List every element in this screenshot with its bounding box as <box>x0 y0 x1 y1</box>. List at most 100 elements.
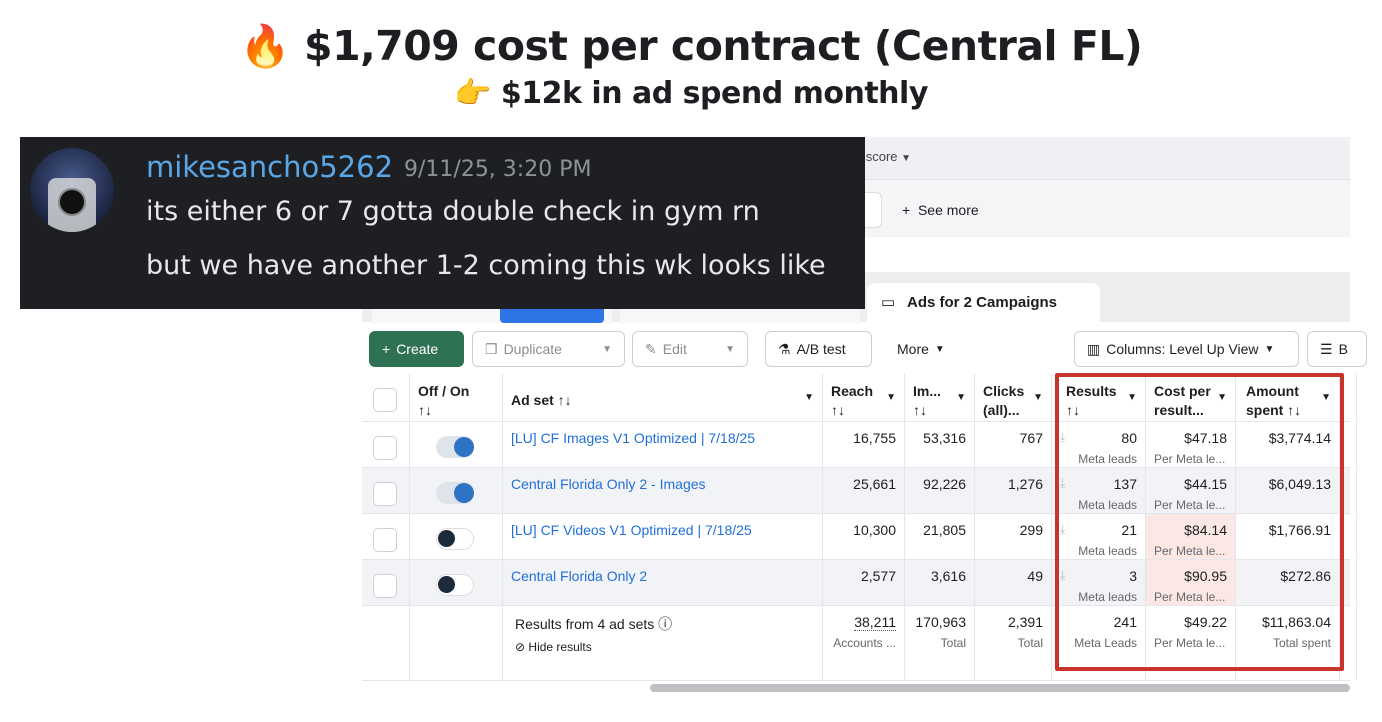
chevron-down-icon[interactable]: ▼ <box>1321 392 1331 403</box>
more-label: More <box>897 341 929 357</box>
impressions-cell: 21,805 <box>905 514 975 559</box>
impressions-value: 3,616 <box>930 568 966 584</box>
sort-icon: ↑↓ <box>913 402 927 418</box>
extra-cell <box>1340 514 1357 559</box>
extra-cell <box>1340 422 1357 467</box>
totals-results-cell: 241 Meta Leads <box>1052 606 1146 680</box>
results-sub: Meta leads <box>1078 498 1137 512</box>
totals-reach: 38,211 <box>854 614 896 631</box>
select-all-checkbox[interactable] <box>373 388 397 412</box>
row-checkbox[interactable] <box>373 574 397 598</box>
adset-cell: [LU] CF Videos V1 Optimized | 7/18/25 <box>503 514 823 559</box>
duplicate-icon: ❐ <box>485 340 498 357</box>
username[interactable]: mikesancho5262 <box>146 150 394 184</box>
impressions-cell: 92,226 <box>905 468 975 513</box>
table-row: [LU] CF Videos V1 Optimized | 7/18/25 10,… <box>362 514 1357 560</box>
header-clicks: Clicks (all)... <box>983 383 1025 418</box>
results-cell: ⤓ 80 Meta leads <box>1052 422 1146 467</box>
reach-cell: 2,577 <box>823 560 905 605</box>
see-more-button[interactable]: + See more <box>902 202 979 218</box>
cost-cell: $90.95 Per Meta le... <box>1146 560 1236 605</box>
clicks-value: 299 <box>1019 522 1043 538</box>
results-sub: Meta leads <box>1078 544 1137 558</box>
avatar[interactable] <box>30 148 114 232</box>
adset-link[interactable]: Central Florida Only 2 - Images <box>511 476 706 492</box>
chevron-down-icon[interactable]: ▼ <box>1127 392 1137 403</box>
results-cell: ⤓ 3 Meta leads <box>1052 560 1146 605</box>
toggle-cell <box>410 468 503 513</box>
header-results-cell: Results ↑↓ ▼ <box>1052 374 1146 421</box>
cost-sub: Per Meta le... <box>1154 590 1226 604</box>
header-adset: Ad set ↑↓ <box>511 392 572 408</box>
adset-link[interactable]: [LU] CF Videos V1 Optimized | 7/18/25 <box>511 522 752 538</box>
toggle-cell <box>410 422 503 467</box>
table-row: Central Florida Only 2 2,577 3,616 49 ⤓ 3 Meta… <box>362 560 1357 606</box>
header-adset-cell: Ad set ↑↓ ▼ <box>503 374 823 421</box>
adset-link[interactable]: [LU] CF Images V1 Optimized | 7/18/25 <box>511 430 756 446</box>
columns-label: Columns: Level Up View <box>1106 341 1259 357</box>
row-checkbox[interactable] <box>373 528 397 552</box>
header-impressions: Im... <box>913 383 942 399</box>
amount-value: $272.86 <box>1280 568 1331 584</box>
impressions-cell: 53,316 <box>905 422 975 467</box>
header-cost: Cost per result... <box>1154 383 1211 418</box>
cost-value: $47.18 <box>1184 430 1227 446</box>
totals-reach-sub: Accounts ... <box>833 636 896 650</box>
extra-cell <box>1340 468 1357 513</box>
more-button[interactable]: More ▼ <box>884 331 954 367</box>
sort-icon: ↑↓ <box>831 402 845 418</box>
reach-value: 25,661 <box>853 476 896 492</box>
hide-results-button[interactable]: ⊘ Hide results <box>515 640 814 654</box>
cost-cell: $44.15 Per Meta le... <box>1146 468 1236 513</box>
toggle-switch[interactable] <box>436 436 474 458</box>
impressions-value: 21,805 <box>923 522 966 538</box>
totals-impressions: 170,963 <box>915 614 966 630</box>
chevron-down-icon[interactable]: ▼ <box>1217 392 1227 403</box>
header-extra-cell <box>1340 374 1357 421</box>
see-more-label: See more <box>917 202 979 218</box>
totals-reach-cell: 38,211 Accounts ... <box>823 606 905 680</box>
cost-value: $44.15 <box>1184 476 1227 492</box>
adset-link[interactable]: Central Florida Only 2 <box>511 568 648 584</box>
tab-ads[interactable]: ▭ Ads for 2 Campaigns <box>867 283 1100 323</box>
clicks-cell: 1,276 <box>975 468 1052 513</box>
sort-icon: ↑↓ <box>1066 402 1080 418</box>
chevron-down-icon[interactable]: ▼ <box>956 392 966 403</box>
totals-amount-cell: $11,863.04 Total spent <box>1236 606 1340 680</box>
clicks-value: 49 <box>1027 568 1043 584</box>
impressions-cell: 3,616 <box>905 560 975 605</box>
clicks-cell: 49 <box>975 560 1052 605</box>
checkbox-cell <box>362 514 410 559</box>
download-icon: ⤓ <box>1060 568 1066 582</box>
totals-empty <box>410 606 503 680</box>
cost-sub: Per Meta le... <box>1154 498 1226 512</box>
toggle-switch[interactable] <box>436 528 474 550</box>
chevron-down-icon[interactable]: ▼ <box>886 392 896 403</box>
headline-subtitle: 👉 $12k in ad spend monthly <box>454 76 928 111</box>
duplicate-button[interactable]: ❐ Duplicate ▼ <box>472 331 625 367</box>
header-offon-cell: Off / On ↑↓ <box>410 374 503 421</box>
download-icon: ⤓ <box>1060 430 1066 444</box>
chevron-down-icon: ▼ <box>602 343 612 355</box>
cost-value: $84.14 <box>1184 522 1227 538</box>
results-value: 137 <box>1113 476 1137 492</box>
columns-button[interactable]: ▥ Columns: Level Up View ▼ <box>1074 331 1299 367</box>
chevron-down-icon[interactable]: ▼ <box>1033 392 1043 403</box>
reach-value: 16,755 <box>853 430 896 446</box>
create-button[interactable]: + Create <box>369 331 464 367</box>
row-checkbox[interactable] <box>373 436 397 460</box>
horizontal-scrollbar[interactable] <box>650 684 1350 692</box>
toggle-switch[interactable] <box>436 482 474 504</box>
edit-button[interactable]: ✎ Edit ▼ <box>632 331 748 367</box>
hide-results-label: Hide results <box>528 640 592 654</box>
chevron-down-icon[interactable]: ▼ <box>804 392 814 403</box>
breakdown-button[interactable]: ☰ B <box>1307 331 1367 367</box>
toggle-switch[interactable] <box>436 574 474 596</box>
header-results: Results <box>1066 383 1117 399</box>
breakdown-label: B <box>1338 341 1348 357</box>
header-impressions-cell: Im... ↑↓ ▼ <box>905 374 975 421</box>
ab-test-button[interactable]: ⚗ A/B test <box>765 331 872 367</box>
row-checkbox[interactable] <box>373 482 397 506</box>
header-clicks-cell: Clicks (all)... ▼ <box>975 374 1052 421</box>
info-icon[interactable]: ⓘ <box>658 616 673 632</box>
